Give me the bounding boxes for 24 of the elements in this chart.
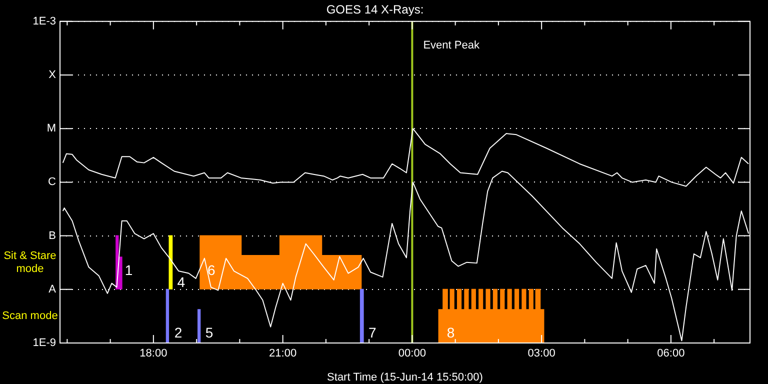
annotation: 1 xyxy=(124,262,133,278)
y-tick-label: X xyxy=(48,69,57,82)
text: Scan mode xyxy=(2,310,58,322)
x-tick-label: 18:00 xyxy=(140,348,168,360)
annotation: 2 xyxy=(174,324,182,340)
y-tick-label: 1E-3 xyxy=(32,15,56,28)
x-tick-label: 06:00 xyxy=(657,348,685,360)
y-tick-label: M xyxy=(46,122,56,135)
annotation: 8 xyxy=(446,324,455,340)
y-tick-label: B xyxy=(48,230,56,242)
chart-title: GOES 14 X-Rays: xyxy=(326,2,424,17)
annotation: 7 xyxy=(368,324,376,340)
annotation: 4 xyxy=(177,274,186,290)
y-tick-label: A xyxy=(48,283,57,296)
x-tick-label: 21:00 xyxy=(269,348,297,360)
ref-line-label: Event Peak xyxy=(423,39,480,52)
x-tick-label: 00:00 xyxy=(398,348,426,360)
x-axis-title: Start Time (15-Jun-14 15:50:00) xyxy=(327,371,483,384)
y-tick-label: C xyxy=(48,176,56,188)
annotation: 5 xyxy=(205,324,214,340)
x-tick-label: 03:00 xyxy=(528,348,556,360)
text: Sit & Stare mode xyxy=(4,250,56,276)
y-tick-label: 1E-9 xyxy=(32,337,56,350)
annotation: 6 xyxy=(207,262,216,278)
